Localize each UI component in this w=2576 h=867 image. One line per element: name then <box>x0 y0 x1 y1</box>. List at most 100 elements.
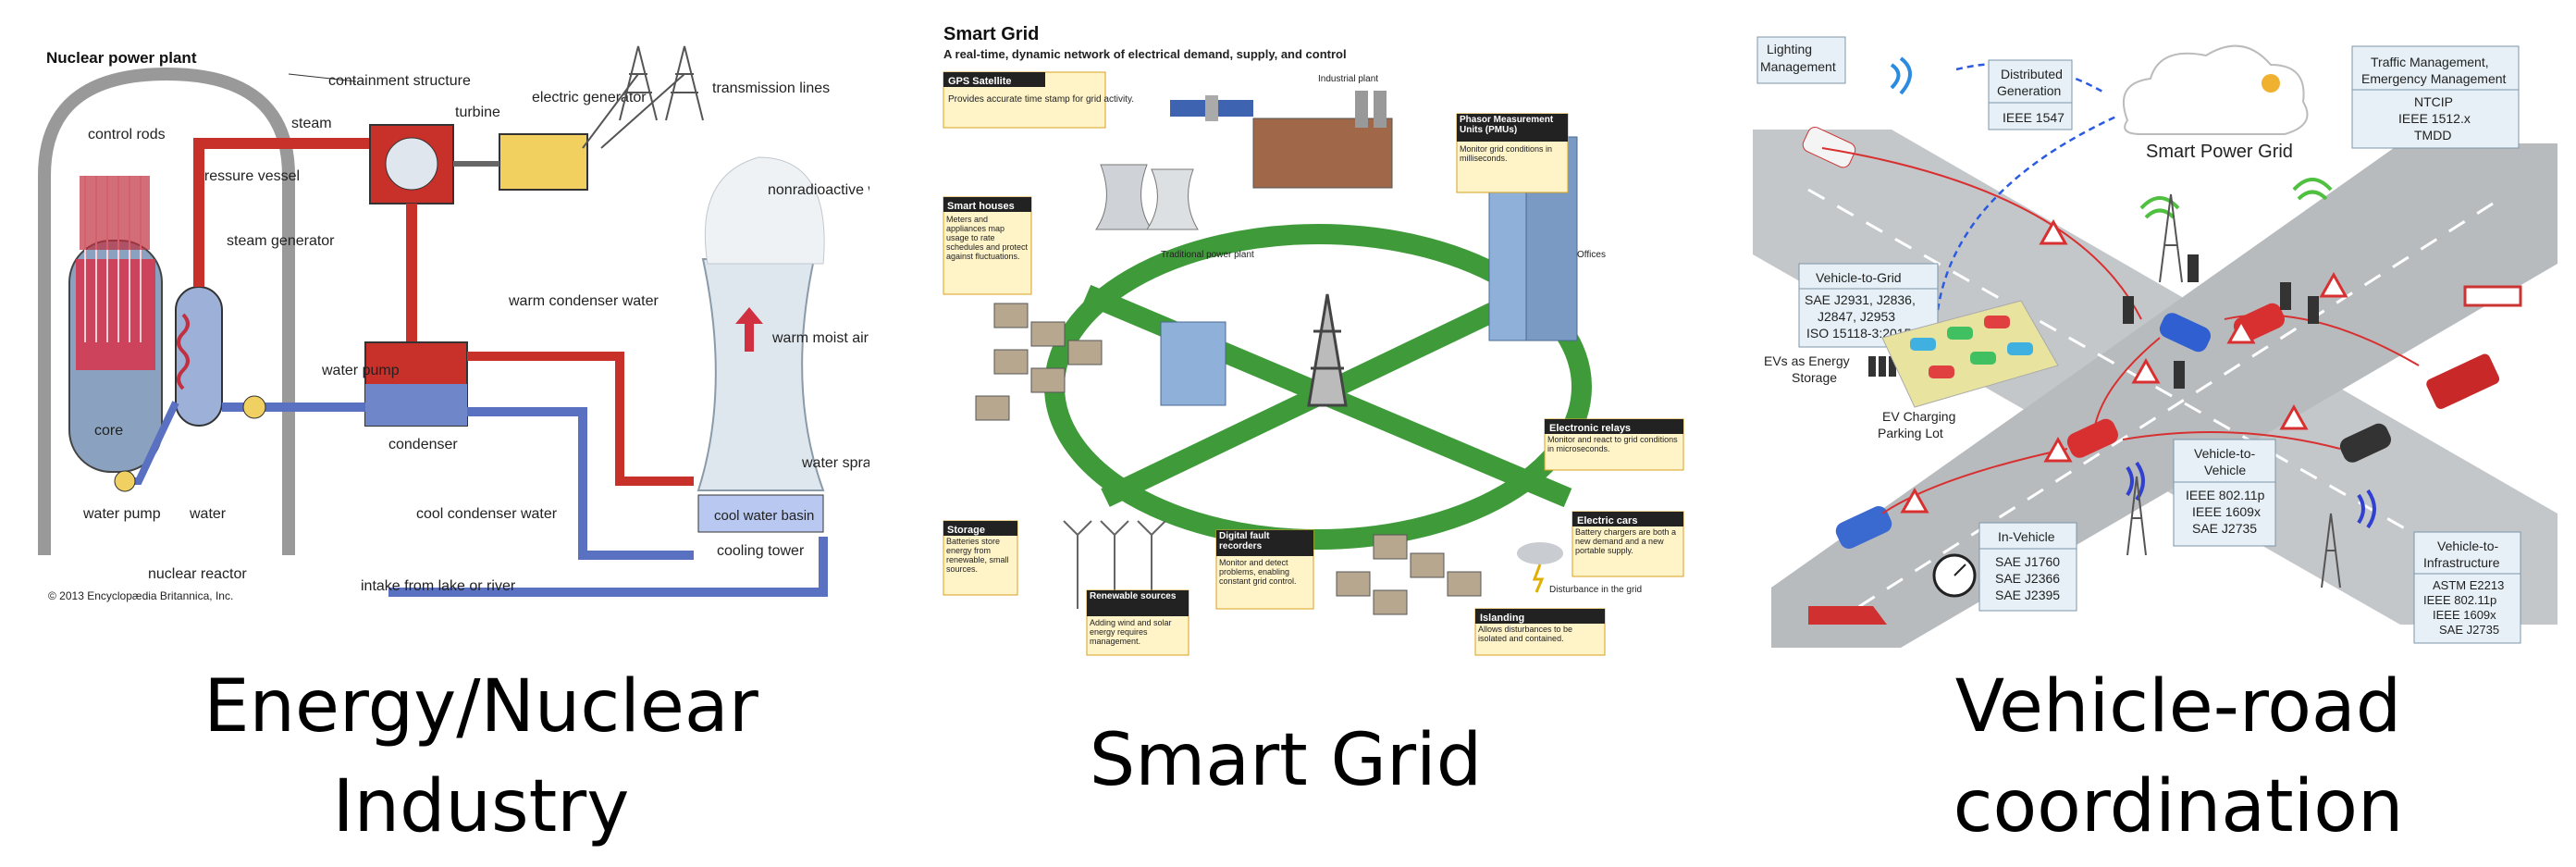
power-plant-icon <box>1095 164 1152 230</box>
invehicle-std-2: SAE J2366 <box>1995 571 2060 586</box>
office-block-icon <box>1160 321 1226 406</box>
link-v2g-grid <box>1936 114 2119 311</box>
label-cool-basin: cool water basin <box>714 508 814 524</box>
traffic-std-3: TMDD <box>2414 128 2451 142</box>
distributed-line-1: Distributed <box>2001 67 2063 81</box>
label-containment: containment structure <box>328 73 471 89</box>
smartgrid-title: Smart Grid <box>943 24 1039 44</box>
box-lighting: Lighting Management <box>1756 36 1846 84</box>
blue-car-icon <box>2159 313 2212 353</box>
label-nonradioactive: nonradioactive water vapour <box>768 182 869 198</box>
v2i-std-4: SAE J2735 <box>2439 623 2499 637</box>
blue-car-2-icon <box>1835 506 1892 549</box>
black-car-icon <box>2339 423 2392 463</box>
red-car-2-icon <box>2066 418 2119 458</box>
central-tower-icon <box>1307 293 1348 407</box>
caption-smart-grid: Smart Grid <box>1017 711 1554 811</box>
building-right <box>2463 285 2522 307</box>
disturbance-cloud-icon <box>1517 542 1563 564</box>
box-v2v: Vehicle-to- Vehicle IEEE 802.11p IEEE 16… <box>2173 439 2276 547</box>
ev-parking-line-2: Parking Lot <box>1878 426 1943 440</box>
cool-water-pipe <box>467 407 694 560</box>
callout-fault: Digital fault recorders Monitor and dete… <box>1215 529 1314 610</box>
caption-right-line-2: coordination <box>1953 765 2404 848</box>
lighting-line-1: Lighting <box>1767 42 1812 56</box>
v2g-title: Vehicle-to-Grid <box>1816 270 1902 285</box>
warm-air-arrow-icon <box>735 307 763 352</box>
building-bottom-left <box>1808 606 1887 625</box>
callout-houses: Smart houses Meters and appliances map u… <box>943 196 1032 295</box>
smartgrid-subtitle: A real-time, dynamic network of electric… <box>943 47 1347 61</box>
relays-title: Electronic relays <box>1549 423 1631 434</box>
box-traffic: Traffic Management, Emergency Management… <box>2351 45 2520 149</box>
caption-left-line-2: Industry <box>332 765 630 848</box>
pmu-body: Monitor grid conditions in milliseconds. <box>1460 144 1553 163</box>
lighting-line-2: Management <box>1760 59 1836 74</box>
v2i-title-1: Vehicle-to- <box>2437 539 2498 553</box>
v2v-title-2: Vehicle <box>2204 463 2246 477</box>
steam-pipe <box>193 138 384 287</box>
link-ambulance <box>1821 147 2142 320</box>
traffic-std-1: NTCIP <box>2414 94 2453 109</box>
traffic-std-2: IEEE 1512.x <box>2398 111 2471 126</box>
caption-right-line-1: Vehicle-road <box>1954 665 2402 749</box>
label-warm-moist-air: warm moist air <box>771 330 869 346</box>
smart-grid-diagram: Smart Grid A real-time, dynamic network … <box>939 17 1688 664</box>
distributed-line-2: Generation <box>1997 83 2061 98</box>
cars-body: Battery chargers are both a new demand a… <box>1575 527 1677 555</box>
industrial-plant-icon <box>1252 118 1393 189</box>
box-v2i: Vehicle-to- Infrastructure ASTM E2213 IE… <box>2413 531 2521 644</box>
renew-body: Adding wind and solar energy requires ma… <box>1090 618 1172 646</box>
intake-pipe <box>388 537 828 597</box>
v2i-std-2: IEEE 802.11p <box>2423 593 2496 607</box>
gps-body: Provides accurate time stamp for grid ac… <box>948 94 1134 105</box>
box-invehicle: In-Vehicle SAE J1760 SAE J2366 SAE J2395 <box>1978 522 2077 612</box>
houses-group-icon <box>1336 534 1482 615</box>
traffic-lights-icon <box>2123 254 2319 389</box>
relays-body: Monitor and react to grid conditions in … <box>1547 435 1678 453</box>
smart-houses-icon <box>975 303 1103 421</box>
label-water: water <box>189 506 227 522</box>
callout-gps: GPS Satellite Provides accurate time sta… <box>943 71 1134 129</box>
v2i-title-2: Infrastructure <box>2423 555 2500 570</box>
copyright: © 2013 Encyclopædia Britannica, Inc. <box>48 589 233 602</box>
label-disturbance: Disturbance in the grid <box>1549 585 1642 595</box>
traffic-title-2: Emergency Management <box>2361 71 2507 86</box>
water-pump-left-icon <box>114 470 136 492</box>
renew-title: Renewable sources <box>1090 591 1177 601</box>
ev-storage-line-2: Storage <box>1792 370 1837 385</box>
label-cool-condenser: cool condenser water <box>416 506 558 522</box>
label-nuclear-reactor: nuclear reactor <box>148 566 247 582</box>
island-body: Allows disturbances to be isolated and c… <box>1478 625 1573 643</box>
fault-body: Monitor and detect problems, enabling co… <box>1219 558 1297 586</box>
label-steam-generator: steam generator <box>227 233 335 249</box>
vehicle-road-diagram: Smart Power Grid Lighting Management Dis… <box>1753 32 2558 648</box>
battery-icon <box>1868 356 1896 377</box>
ev-parking-line-1: EV Charging <box>1882 409 1955 424</box>
label-core: core <box>94 423 123 439</box>
ev-parking-lot <box>1881 300 2059 408</box>
gps-title: GPS Satellite <box>948 76 1011 87</box>
caption-middle: Smart Grid <box>1089 719 1483 802</box>
water-vapour-plume <box>704 156 825 265</box>
ev-storage-line-1: EVs as Energy <box>1764 353 1850 368</box>
label-smart-power-grid: Smart Power Grid <box>2146 142 2293 162</box>
label-cooling-tower: cooling tower <box>717 543 805 559</box>
gps-satellite-icon <box>1170 95 1253 121</box>
v2v-std-1: IEEE 802.11p <box>2186 488 2265 502</box>
cell-towers-icon <box>2126 193 2341 588</box>
label-water-pump-left: water pump <box>82 506 161 522</box>
label-water-spray: water spray <box>801 455 869 471</box>
v2v-std-3: SAE J2735 <box>2192 521 2257 536</box>
warning-icons <box>1900 218 2348 514</box>
houses-title: Smart houses <box>947 201 1015 212</box>
label-industrial: Industrial plant <box>1318 74 1378 84</box>
link-lighting-grid <box>1955 62 2105 94</box>
storage-title: Storage <box>947 525 985 536</box>
smart-power-grid-cloud-icon <box>2123 44 2309 135</box>
storage-body: Batteries store energy from renewable, s… <box>946 537 1009 574</box>
road-diagonal-b <box>1771 143 2558 648</box>
invehicle-title: In-Vehicle <box>1998 529 2055 544</box>
traffic-title-1: Traffic Management, <box>2371 55 2489 69</box>
transmission-tower-icon <box>582 45 704 149</box>
